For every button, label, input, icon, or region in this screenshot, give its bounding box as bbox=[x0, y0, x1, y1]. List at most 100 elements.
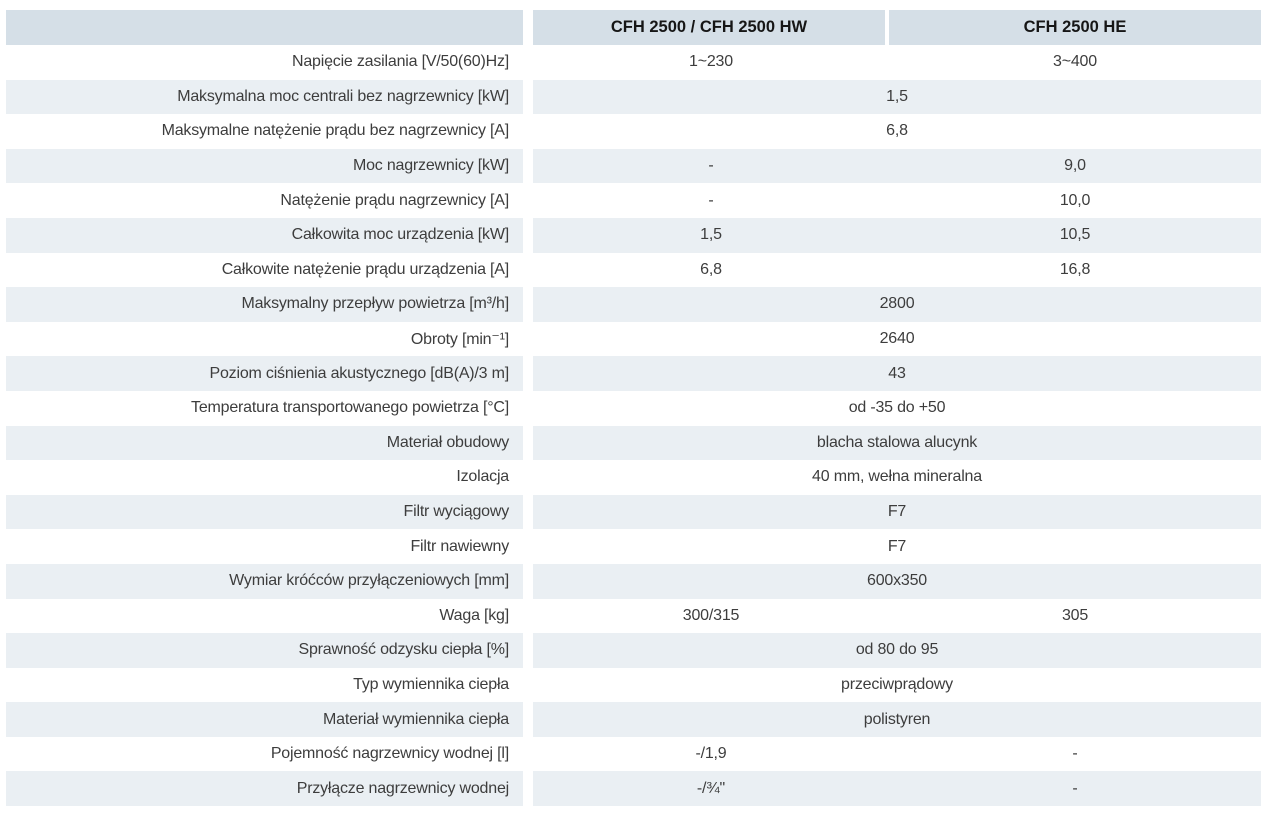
spec-table: CFH 2500 / CFH 2500 HW CFH 2500 HE Napię… bbox=[6, 10, 1261, 807]
row-value: - bbox=[1072, 779, 1078, 797]
row-value: - bbox=[708, 157, 714, 175]
row-value-span: 6,8 bbox=[886, 122, 908, 140]
table-header-row: CFH 2500 / CFH 2500 HW CFH 2500 HE bbox=[6, 10, 1261, 45]
row-label: Przyłącze nagrzewnicy wodnej bbox=[6, 771, 523, 807]
row-value: 1,5 bbox=[700, 226, 722, 244]
row-label: Wymiar króćców przyłączeniowych [mm] bbox=[6, 563, 523, 599]
row-values: F7 bbox=[533, 529, 1261, 564]
column-header-cfh-2500-hw: CFH 2500 / CFH 2500 HW bbox=[533, 10, 885, 45]
table-row: Przyłącze nagrzewnicy wodnej -/¾'' - bbox=[6, 771, 1261, 807]
row-label: Całkowita moc urządzenia [kW] bbox=[6, 217, 523, 253]
row-label: Filtr nawiewny bbox=[6, 529, 523, 564]
table-row: Materiał wymiennika ciepła polistyren bbox=[6, 702, 1261, 737]
row-values: polistyren bbox=[533, 702, 1261, 737]
row-value: -/¾'' bbox=[696, 779, 726, 797]
row-value: - bbox=[1072, 745, 1078, 763]
table-row: Filtr wyciągowy F7 bbox=[6, 494, 1261, 530]
table-row: Filtr nawiewny F7 bbox=[6, 529, 1261, 564]
table-row: Wymiar króćców przyłączeniowych [mm] 600x… bbox=[6, 563, 1261, 599]
row-value-span: F7 bbox=[887, 537, 907, 555]
row-values: - 9,0 bbox=[533, 148, 1261, 184]
header-values: CFH 2500 / CFH 2500 HW CFH 2500 HE bbox=[533, 10, 1261, 45]
row-values: 6,8 16,8 bbox=[533, 252, 1261, 288]
row-label: Materiał wymiennika ciepła bbox=[6, 702, 523, 737]
column-header-cfh-2500-he: CFH 2500 HE bbox=[889, 10, 1261, 45]
row-value-span: od -35 do +50 bbox=[848, 399, 946, 417]
row-label: Całkowite natężenie prądu urządzenia [A] bbox=[6, 252, 523, 288]
table-row: Maksymalna moc centrali bez nagrzewnicy … bbox=[6, 79, 1261, 115]
row-value-span: polistyren bbox=[863, 710, 931, 728]
table-row: Obroty [min⁻¹] 2640 bbox=[6, 321, 1261, 357]
row-value-span: 2800 bbox=[879, 295, 915, 313]
row-value-span: 43 bbox=[888, 364, 906, 382]
table-row: Pojemność nagrzewnicy wodnej [l] -/1,9 - bbox=[6, 736, 1261, 772]
row-values: -/1,9 - bbox=[533, 736, 1261, 772]
table-row: Całkowita moc urządzenia [kW] 1,5 10,5 bbox=[6, 217, 1261, 253]
row-label: Materiał obudowy bbox=[6, 425, 523, 461]
row-value-span: F7 bbox=[887, 503, 907, 521]
row-values: 1~230 3~400 bbox=[533, 45, 1261, 80]
row-label: Pojemność nagrzewnicy wodnej [l] bbox=[6, 736, 523, 772]
table-row: Poziom ciśnienia akustycznego [dB(A)/3 m… bbox=[6, 356, 1261, 391]
row-values: - 10,0 bbox=[533, 183, 1261, 218]
row-value-span: 40 mm, wełna mineralna bbox=[812, 468, 982, 486]
table-row: Natężenie prądu nagrzewnicy [A] - 10,0 bbox=[6, 183, 1261, 218]
table-row: Maksymalny przepływ powietrza [m³/h] 2800 bbox=[6, 287, 1261, 322]
table-row: Maksymalne natężenie prądu bez nagrzewni… bbox=[6, 114, 1261, 149]
table-row: Napięcie zasilania [V/50(60)Hz] 1~230 3~40… bbox=[6, 45, 1261, 80]
row-values: F7 bbox=[533, 494, 1261, 530]
row-label: Obroty [min⁻¹] bbox=[6, 321, 523, 357]
row-label: Maksymalne natężenie prądu bez nagrzewni… bbox=[6, 114, 523, 149]
row-label: Moc nagrzewnicy [kW] bbox=[6, 148, 523, 184]
row-label: Natężenie prądu nagrzewnicy [A] bbox=[6, 183, 523, 218]
row-values: od -35 do +50 bbox=[533, 390, 1261, 426]
row-label: Napięcie zasilania [V/50(60)Hz] bbox=[6, 45, 523, 80]
row-value: 9,0 bbox=[1064, 157, 1086, 175]
row-label: Poziom ciśnienia akustycznego [dB(A)/3 m… bbox=[6, 356, 523, 391]
table-row: Izolacja 40 mm, wełna mineralna bbox=[6, 460, 1261, 495]
row-value-span: przeciwprądowy bbox=[841, 675, 953, 693]
row-value: 305 bbox=[1061, 606, 1089, 624]
row-values: 1,5 10,5 bbox=[533, 217, 1261, 253]
row-value: 10,5 bbox=[1059, 226, 1091, 244]
row-value: -/1,9 bbox=[695, 745, 727, 763]
row-values: przeciwprądowy bbox=[533, 667, 1261, 703]
row-value-span: od 80 do 95 bbox=[855, 641, 939, 659]
table-row: Moc nagrzewnicy [kW] - 9,0 bbox=[6, 148, 1261, 184]
row-value: 1~230 bbox=[689, 53, 733, 71]
row-values: 300/315 305 bbox=[533, 598, 1261, 634]
row-value: 10,0 bbox=[1059, 191, 1091, 209]
row-value-span: 2640 bbox=[879, 330, 915, 348]
row-label: Izolacja bbox=[6, 460, 523, 495]
row-value: 16,8 bbox=[1059, 260, 1091, 278]
row-values: 1,5 bbox=[533, 79, 1261, 115]
row-value-span: 600x350 bbox=[867, 572, 927, 590]
row-values: 6,8 bbox=[533, 114, 1261, 149]
row-label: Typ wymiennika ciepła bbox=[6, 667, 523, 703]
row-values: 2800 bbox=[533, 287, 1261, 322]
row-label: Filtr wyciągowy bbox=[6, 494, 523, 530]
row-value: - bbox=[708, 191, 714, 209]
row-value-span: blacha stalowa alucynk bbox=[816, 433, 978, 451]
table-row: Materiał obudowy blacha stalowa alucynk bbox=[6, 425, 1261, 461]
row-values: 40 mm, wełna mineralna bbox=[533, 460, 1261, 495]
row-values: blacha stalowa alucynk bbox=[533, 425, 1261, 461]
row-values: 600x350 bbox=[533, 563, 1261, 599]
row-label: Waga [kg] bbox=[6, 598, 523, 634]
row-value: 3~400 bbox=[1053, 53, 1097, 71]
row-value: 6,8 bbox=[700, 260, 722, 278]
row-label: Temperatura transportowanego powietrza [… bbox=[6, 390, 523, 426]
table-row: Waga [kg] 300/315 305 bbox=[6, 598, 1261, 634]
row-value-span: 1,5 bbox=[886, 87, 908, 105]
row-label: Sprawność odzysku ciepła [%] bbox=[6, 633, 523, 668]
table-row: Temperatura transportowanego powietrza [… bbox=[6, 390, 1261, 426]
row-values: 2640 bbox=[533, 321, 1261, 357]
row-values: -/¾'' - bbox=[533, 771, 1261, 807]
row-values: 43 bbox=[533, 356, 1261, 391]
row-values: od 80 do 95 bbox=[533, 633, 1261, 668]
table-row: Sprawność odzysku ciepła [%] od 80 do 95 bbox=[6, 633, 1261, 668]
header-empty-cell bbox=[6, 10, 523, 45]
table-body: Napięcie zasilania [V/50(60)Hz] 1~230 3~40… bbox=[6, 45, 1261, 807]
row-value: 300/315 bbox=[682, 606, 740, 624]
row-label: Maksymalna moc centrali bez nagrzewnicy … bbox=[6, 79, 523, 115]
